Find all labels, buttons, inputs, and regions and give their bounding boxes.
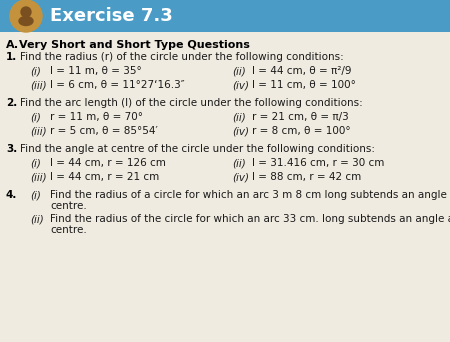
Text: (iii): (iii): [30, 172, 47, 182]
Text: l = 44 cm, r = 21 cm: l = 44 cm, r = 21 cm: [50, 172, 159, 182]
Text: l = 88 cm, r = 42 cm: l = 88 cm, r = 42 cm: [252, 172, 361, 182]
Ellipse shape: [19, 16, 33, 26]
Text: l = 6 cm, θ = 11°27‘16.3″: l = 6 cm, θ = 11°27‘16.3″: [50, 80, 184, 90]
Text: Find the radius of the circle for which an arc 33 cm. long subtends an angle at: Find the radius of the circle for which …: [50, 214, 450, 224]
Text: (iii): (iii): [30, 126, 47, 136]
Text: 2.: 2.: [6, 98, 17, 108]
Text: (i): (i): [30, 66, 41, 76]
Text: (iv): (iv): [232, 126, 249, 136]
Text: l = 11 m, θ = 35°: l = 11 m, θ = 35°: [50, 66, 142, 76]
Text: 4.: 4.: [6, 190, 18, 200]
Text: l = 11 cm, θ = 100°: l = 11 cm, θ = 100°: [252, 80, 356, 90]
Circle shape: [21, 7, 31, 17]
Text: Find the arc length (l) of the circle under the following conditions:: Find the arc length (l) of the circle un…: [20, 98, 363, 108]
Text: l = 44 cm, θ = π²/9: l = 44 cm, θ = π²/9: [252, 66, 351, 76]
Text: l = 44 cm, r = 126 cm: l = 44 cm, r = 126 cm: [50, 158, 166, 168]
Text: 3.: 3.: [6, 144, 17, 154]
Text: (ii): (ii): [232, 66, 246, 76]
Text: Find the radius (r) of the circle under the following conditions:: Find the radius (r) of the circle under …: [20, 52, 344, 62]
Text: (ii): (ii): [232, 158, 246, 168]
Text: (iii): (iii): [30, 80, 47, 90]
Text: (i): (i): [30, 158, 41, 168]
Text: centre.: centre.: [50, 201, 87, 211]
Text: (iv): (iv): [232, 172, 249, 182]
Text: l = 31.416 cm, r = 30 cm: l = 31.416 cm, r = 30 cm: [252, 158, 384, 168]
Text: (iv): (iv): [232, 80, 249, 90]
Text: r = 21 cm, θ = π/3: r = 21 cm, θ = π/3: [252, 112, 349, 122]
Text: A.: A.: [6, 40, 19, 50]
Text: r = 8 cm, θ = 100°: r = 8 cm, θ = 100°: [252, 126, 351, 136]
Text: Very Short and Short Type Questions: Very Short and Short Type Questions: [19, 40, 250, 50]
Bar: [0, 0, 450, 32]
Text: Find the angle at centre of the circle under the following conditions:: Find the angle at centre of the circle u…: [20, 144, 375, 154]
Text: (ii): (ii): [232, 112, 246, 122]
Text: (i): (i): [30, 190, 41, 200]
Text: r = 5 cm, θ = 85°54′: r = 5 cm, θ = 85°54′: [50, 126, 158, 136]
Circle shape: [10, 0, 42, 32]
Text: Exercise 7.3: Exercise 7.3: [50, 7, 173, 25]
Text: Find the radius of a circle for which an arc 3 m 8 cm long subtends an angle at: Find the radius of a circle for which an…: [50, 190, 450, 200]
Text: centre.: centre.: [50, 225, 87, 235]
Text: (ii): (ii): [30, 214, 44, 224]
Text: 1.: 1.: [6, 52, 17, 62]
Text: r = 11 m, θ = 70°: r = 11 m, θ = 70°: [50, 112, 143, 122]
Text: (i): (i): [30, 112, 41, 122]
